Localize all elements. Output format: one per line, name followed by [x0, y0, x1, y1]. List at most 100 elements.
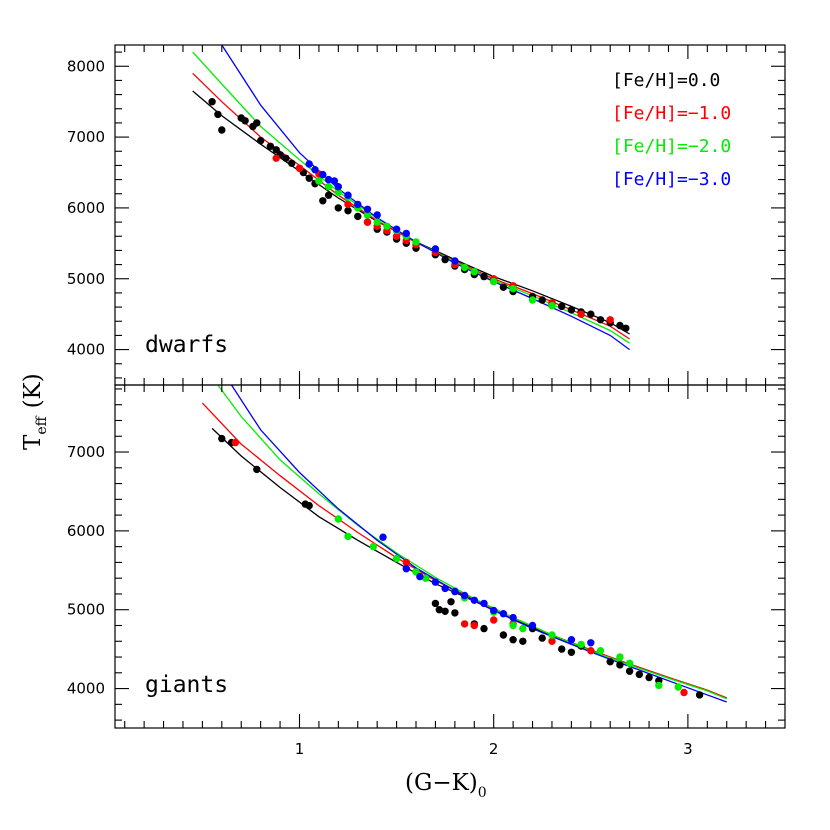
- dwarfs-point-series-0: [354, 212, 362, 221]
- dwarfs-point-series-0: [218, 126, 226, 134]
- giants-point-series-3: [528, 621, 537, 630]
- giants-point-series-0: [519, 637, 527, 645]
- giants-point-series-0: [431, 599, 440, 608]
- dwarfs-ytick-label: 5000: [67, 270, 105, 288]
- dwarfs-point-series-3: [363, 205, 372, 213]
- dwarfs-point-series-0: [538, 296, 546, 304]
- giants-panel: 4000 5000 6000 7000 1 2 3 giants: [67, 384, 785, 758]
- giants-ytick-label: 7000: [67, 443, 105, 461]
- giants-point-series-0: [441, 607, 449, 615]
- giants-point-series-2: [519, 624, 527, 633]
- dwarfs-point-series-3: [392, 225, 401, 233]
- dwarfs-point-series-0: [587, 310, 595, 318]
- dwarfs-point-series-0: [596, 316, 605, 324]
- giants-point-series-3: [431, 578, 440, 586]
- giants-panel-label: giants: [145, 672, 228, 698]
- dwarfs-point-series-2: [383, 222, 391, 230]
- dwarfs-point-series-0: [214, 110, 222, 119]
- giants-point-series-0: [616, 661, 624, 669]
- giants-point-series-3: [509, 613, 517, 622]
- giants-point-series-0: [480, 624, 488, 633]
- giants-curve-2: [217, 384, 727, 700]
- giants-ticks: 4000 5000 6000 7000 1 2 3: [67, 385, 785, 758]
- giants-point-series-1: [402, 558, 410, 567]
- dwarfs-panel: 4000 5000 6000 7000 8000 dwarfs [Fe/H]=0.0 […: [67, 44, 785, 385]
- giants-point-series-3: [470, 596, 478, 604]
- dwarfs-point-series-0: [288, 159, 296, 167]
- giants-curve-0: [211, 427, 727, 699]
- giants-xtick-label: 3: [683, 740, 693, 758]
- giants-point-series-2: [344, 532, 352, 541]
- giants-xtick-label: 1: [295, 740, 305, 758]
- dwarfs-point-series-0: [441, 255, 449, 264]
- dwarfs-point-series-0: [241, 117, 249, 125]
- dwarfs-ticks: 4000 5000 6000 7000 8000: [67, 45, 785, 385]
- dwarfs-ytick-label: 4000: [67, 341, 105, 359]
- giants-point-series-2: [655, 681, 663, 690]
- dwarfs-point-series-0: [305, 174, 313, 182]
- y-axis-title-unit: (K): [20, 373, 46, 408]
- dwarfs-ytick-label: 7000: [67, 128, 105, 146]
- dwarfs-point-series-3: [451, 257, 459, 265]
- dwarfs-curve-0: [192, 90, 630, 335]
- dwarfs-curve-2: [192, 51, 630, 344]
- dwarfs-point-series-0: [282, 154, 290, 162]
- giants-point-series-1: [470, 621, 478, 630]
- dwarfs-point-series-1: [363, 218, 372, 226]
- giants-point-series-0: [499, 631, 508, 639]
- giants-point-series-3: [441, 584, 449, 593]
- y-axis-title-main: T: [20, 434, 46, 450]
- giants-point-series-1: [460, 620, 469, 628]
- giants-point-series-0: [435, 606, 443, 614]
- giants-point-series-2: [625, 659, 634, 667]
- dwarfs-ytick-label: 6000: [67, 199, 105, 217]
- giants-plot-frame: [114, 384, 786, 729]
- x-axis-title: (G−K)0: [405, 770, 487, 801]
- giants-ytick-label: 5000: [67, 601, 105, 619]
- legend-entry-feh-m2: [Fe/H]=−2.0: [612, 136, 731, 157]
- giants-point-series-0: [509, 636, 517, 644]
- giants-curve-3: [230, 384, 727, 703]
- dwarfs-point-series-3: [354, 200, 362, 209]
- giants-point-series-0: [305, 501, 313, 510]
- giants-point-series-1: [548, 637, 556, 645]
- giants-point-series-3: [587, 639, 595, 647]
- giants-point-series-2: [548, 631, 556, 639]
- giants-point-series-3: [416, 572, 424, 581]
- y-axis-title-sub: eff: [34, 415, 50, 434]
- dwarfs-point-series-3: [305, 160, 313, 168]
- dwarfs-point-series-0: [253, 119, 261, 127]
- dwarfs-point-series-2: [470, 268, 478, 276]
- giants-point-series-0: [635, 670, 643, 679]
- giants-point-series-3: [402, 565, 410, 573]
- dwarfs-point-series-2: [490, 277, 498, 286]
- giants-point-series-2: [577, 640, 585, 649]
- giants-point-series-1: [587, 647, 595, 655]
- dwarfs-point-series-3: [311, 166, 319, 174]
- dwarfs-point-series-3: [344, 191, 352, 199]
- giants-point-series-0: [538, 634, 546, 642]
- giants-curve-1: [201, 402, 727, 699]
- dwarfs-panel-label: dwarfs: [145, 332, 228, 358]
- giants-point-series-2: [422, 574, 430, 582]
- dwarfs-point-series-1: [272, 154, 280, 162]
- giants-point-series-0: [253, 465, 261, 474]
- giants-xtick-label: 2: [489, 740, 499, 758]
- giants-point-series-2: [596, 647, 605, 655]
- dwarfs-curve-1: [192, 72, 630, 340]
- giants-point-series-2: [616, 653, 624, 661]
- dwarfs-point-series-3: [431, 245, 440, 253]
- giants-point-series-3: [451, 587, 459, 596]
- dwarfs-point-series-0: [567, 306, 576, 314]
- giants-point-series-0: [695, 691, 704, 699]
- giants-point-series-3: [379, 533, 387, 541]
- dwarfs-point-series-3: [324, 175, 333, 184]
- dwarfs-point-series-2: [548, 302, 556, 310]
- dwarfs-point-series-2: [412, 238, 420, 246]
- dwarfs-point-series-2: [373, 218, 381, 226]
- dwarfs-point-series-0: [334, 204, 342, 212]
- giants-point-series-3: [499, 610, 508, 618]
- giants-relation-curves: [201, 384, 727, 703]
- dwarfs-point-series-0: [344, 207, 352, 215]
